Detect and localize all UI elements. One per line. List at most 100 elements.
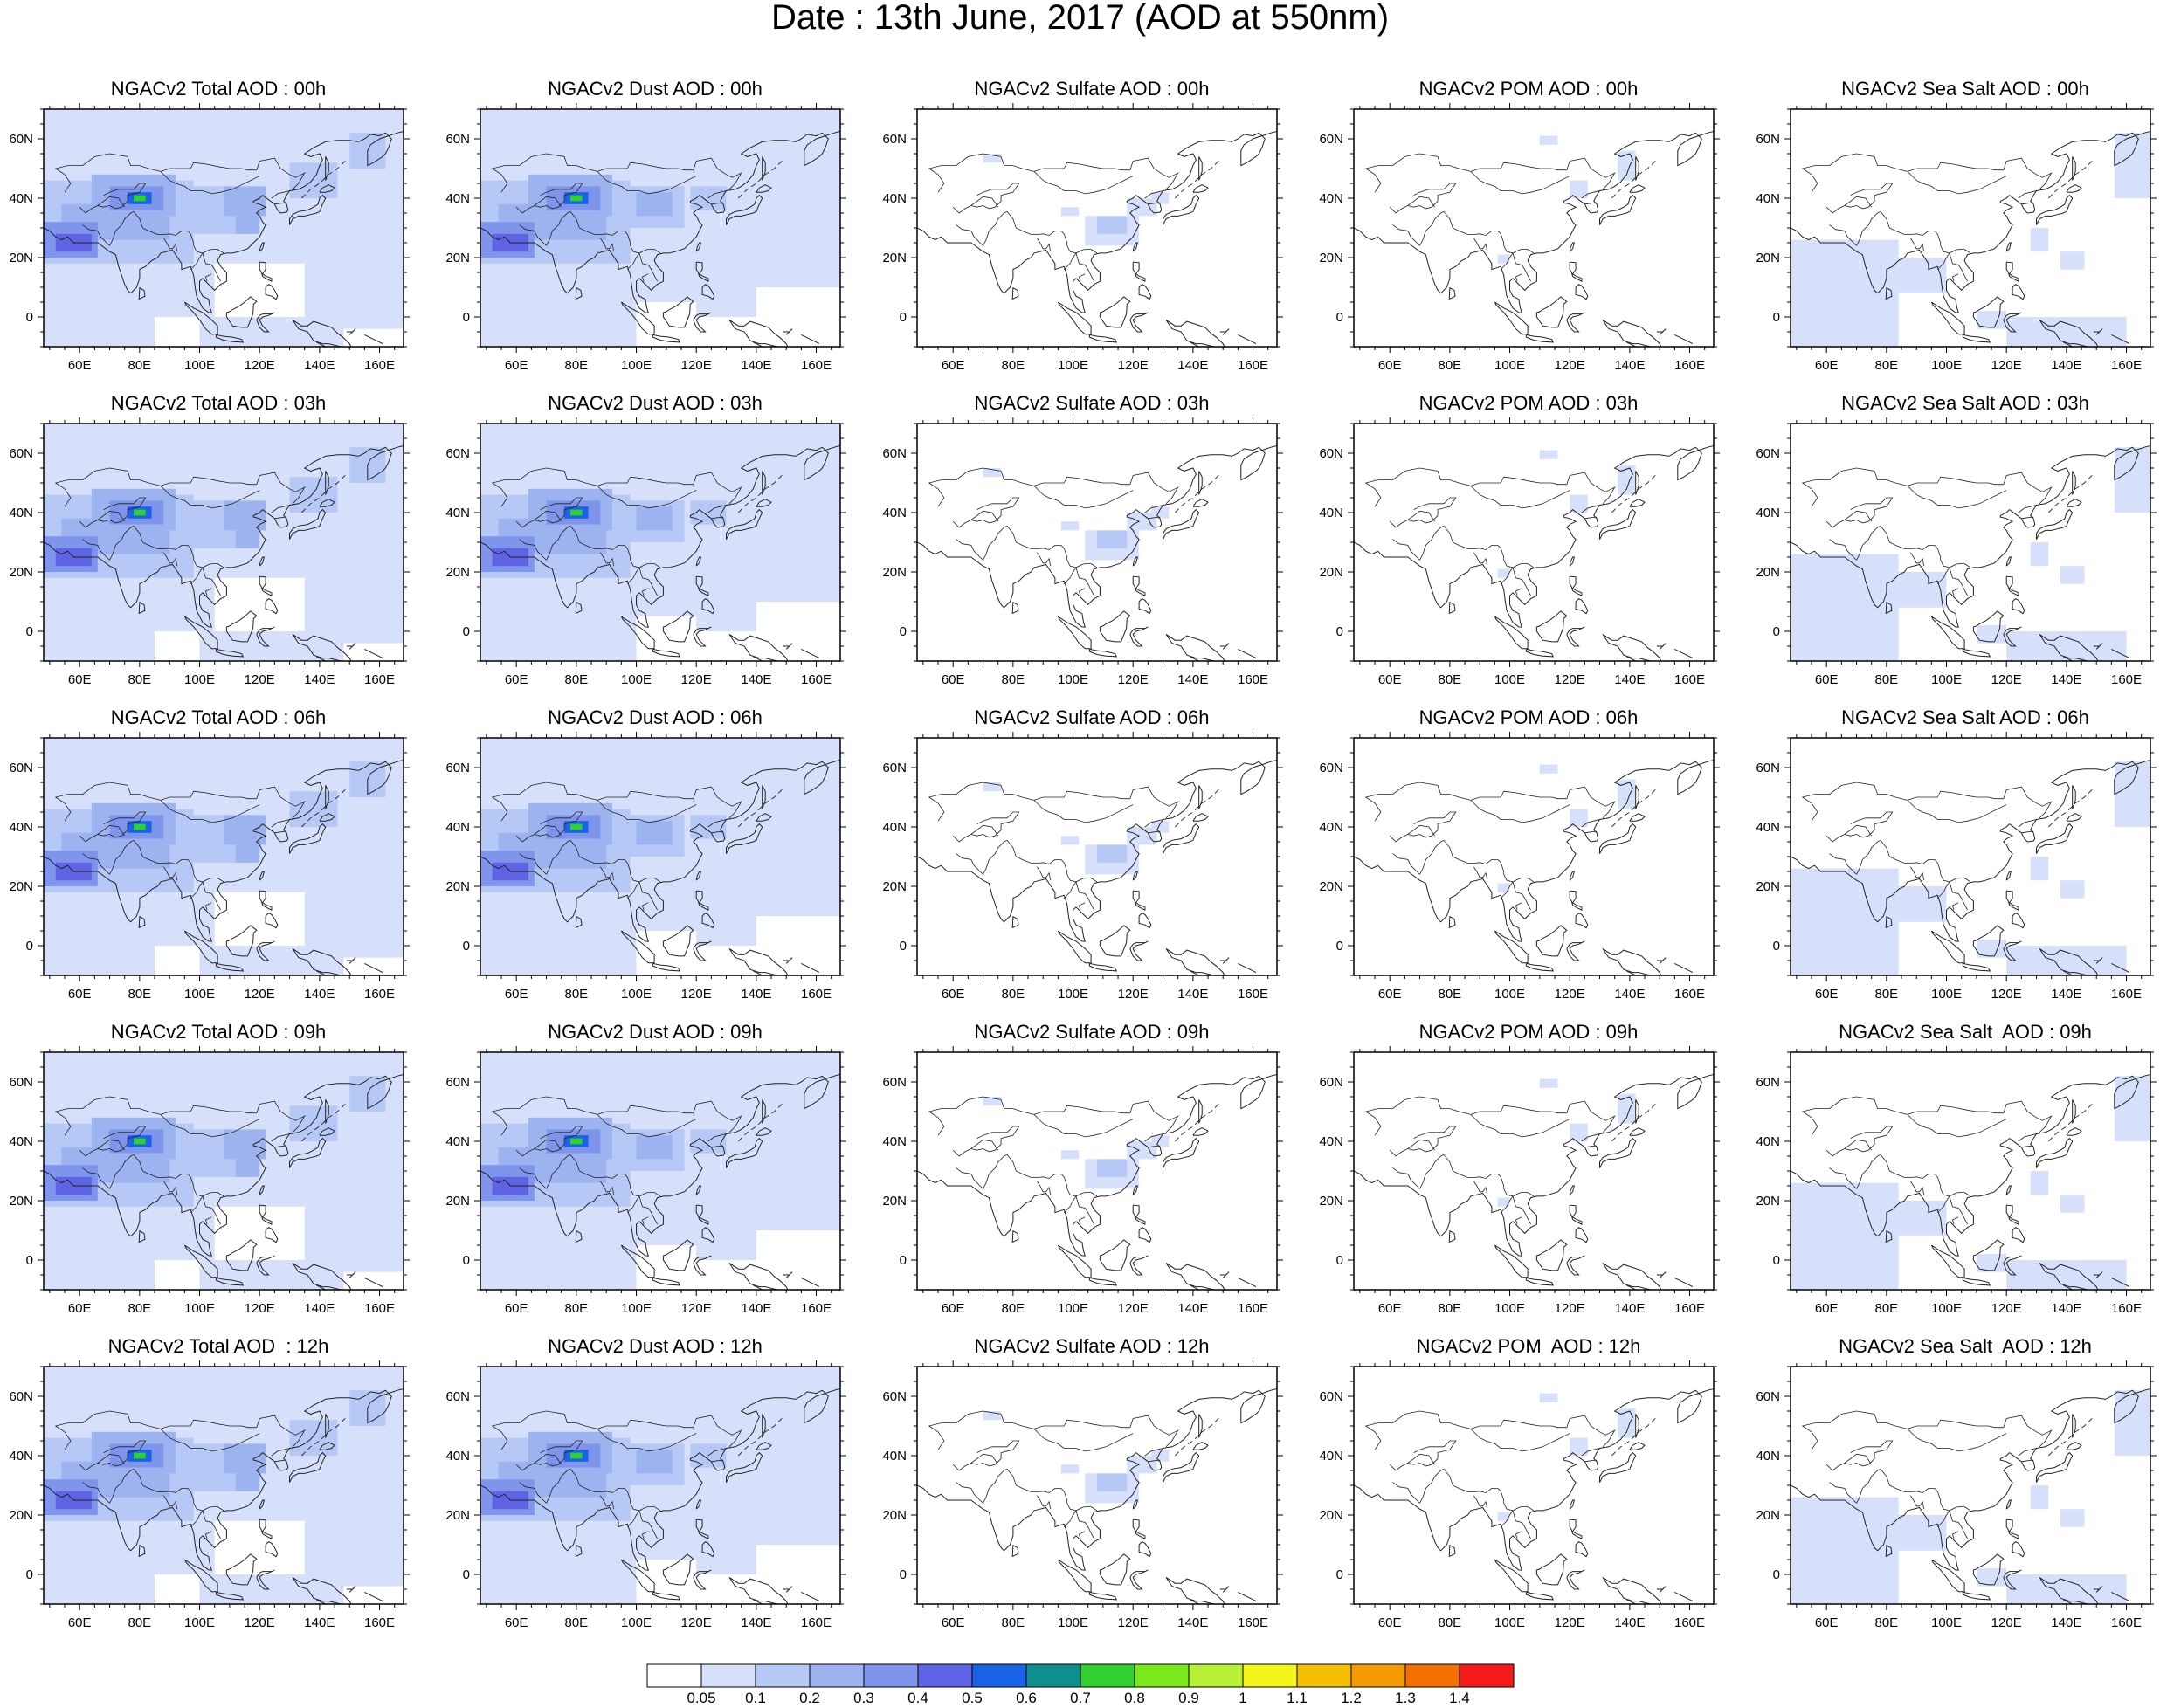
aod-shading [235,1473,260,1491]
coastline [2039,947,2099,975]
axis-ticks [1348,1046,1720,1296]
y-tick-label: 40N [1319,191,1343,206]
aod-shading [1898,258,1947,293]
coastline [44,1074,404,1257]
x-tick-label: 80E [565,1301,589,1316]
coastline [783,328,793,335]
y-tick-label: 0 [463,624,470,639]
country-border [976,811,1020,837]
country-border [597,1114,697,1138]
country-border [79,1463,122,1471]
coastline [662,925,694,957]
country-border [1036,552,1052,567]
aod-shading [1570,494,1588,513]
country-border [1364,782,1471,822]
aod-shading [1127,513,1157,531]
coastline [2005,1519,2019,1540]
country-border [1033,472,1179,505]
coastline [1599,1451,1637,1483]
x-tick-label: 100E [621,1301,652,1316]
country-border [162,1495,178,1510]
y-tick-label: 20N [1319,1508,1343,1523]
coastline [2093,1271,2103,1278]
country-border [626,881,640,899]
colorbar-label: 1.3 [1395,1690,1416,1706]
y-tick-label: 40N [445,1449,470,1464]
coastline [726,823,763,854]
aod-shading [343,643,404,661]
y-tick-label: 20N [445,1194,470,1209]
panel-title: NGACv2 Dust AOD : 06h [548,706,763,728]
coastline [44,1388,404,1571]
x-tick-label: 120E [245,987,275,1002]
country-border [1907,786,2053,819]
coastline [2111,648,2130,659]
country-border [1844,824,1873,837]
axis-ticks [474,417,846,667]
coastline [2005,575,2019,597]
coastline [2012,597,2025,615]
aod-map: 60E 80E 100E 120E 140E 160E 60N 40N 20N 0 [445,417,846,687]
dashed-boundary [300,1416,348,1457]
country-border [515,520,559,528]
axis-ticks [1784,1360,2157,1610]
y-tick-label: 60N [445,446,470,461]
coastline [1088,334,1118,343]
aod-shading [134,1138,146,1145]
country-border [2021,1145,2034,1148]
coastline [620,930,655,964]
coastline [1972,610,2005,643]
coastline [1165,1576,1225,1604]
y-tick-label: 0 [1773,1253,1780,1268]
country-border [956,1167,983,1189]
x-tick-label: 60E [1378,672,1402,687]
y-tick-label: 40N [1756,506,1780,520]
coastline [652,648,681,658]
coastline [1138,912,1152,929]
coastline [1525,962,1555,972]
x-tick-label: 100E [1494,358,1525,373]
country-border [271,1133,290,1142]
x-tick-label: 120E [1991,1615,2022,1630]
coastline [1132,1499,1139,1510]
coastline [783,1586,793,1593]
aod-shading [343,328,404,347]
x-tick-label: 120E [1991,672,2022,687]
dashed-boundary [1611,159,1658,199]
y-tick-label: 20N [9,1194,33,1209]
country-border [1909,1181,1925,1195]
country-border [204,1531,212,1539]
aod-shading [570,823,583,830]
country-border [1844,1453,1873,1465]
coastline [2066,1442,2082,1450]
x-tick-label: 140E [304,987,335,1002]
country-border [1880,1469,1938,1493]
coastline [1569,871,1576,881]
coastline [2093,957,2103,964]
country-border [1419,839,1445,875]
coastline [325,471,329,495]
aod-shading [1497,883,1510,892]
country-border [274,1459,287,1463]
coastline [259,1519,273,1540]
country-border [202,1195,221,1225]
country-border [569,211,628,236]
coastline [1132,1519,1146,1540]
coastline [289,194,327,225]
coastline [756,1442,772,1450]
country-border [271,1448,290,1457]
aod-shading [2030,857,2049,881]
country-border [711,1459,724,1463]
country-border [1036,866,1052,881]
y-tick-label: 20N [9,565,33,580]
x-tick-label: 80E [128,358,152,373]
coastline [1219,957,1230,964]
x-tick-label: 140E [1614,358,1645,373]
coastline [364,1591,383,1602]
country-border [928,153,1034,193]
coastline [319,1127,335,1136]
colorbar-label: 0.6 [1016,1690,1037,1706]
aod-shading [696,1574,756,1604]
coastline [346,328,356,335]
y-tick-label: 20N [445,565,470,580]
